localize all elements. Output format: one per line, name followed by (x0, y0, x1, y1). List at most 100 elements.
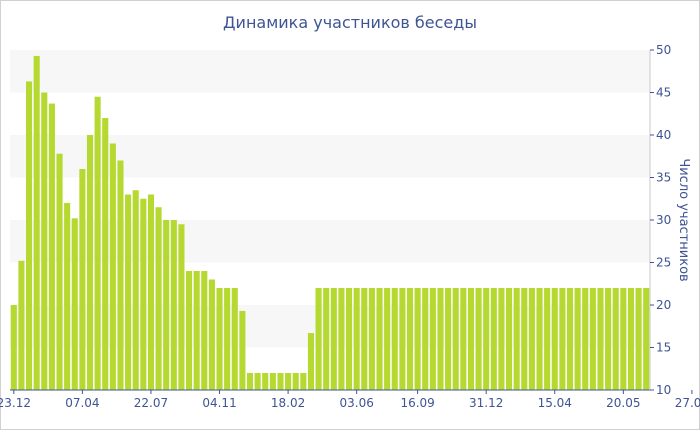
grid-band (10, 220, 650, 263)
grid-band (10, 50, 650, 93)
bar (437, 288, 444, 390)
x-tick-label: 27.05 (675, 396, 700, 410)
bar (597, 288, 604, 390)
bar (94, 96, 101, 390)
x-tick-label: 04.11 (202, 396, 236, 410)
bar (574, 288, 581, 390)
bar (132, 190, 139, 390)
bar (422, 288, 429, 390)
bar (490, 288, 497, 390)
x-tick-label: 18.02 (271, 396, 305, 410)
x-tick-label: 03.06 (339, 396, 373, 410)
bar (361, 288, 368, 390)
y-tick-label: 20 (656, 298, 671, 312)
bar (277, 373, 284, 390)
bar (521, 288, 528, 390)
bar (269, 373, 276, 390)
bar (186, 271, 193, 390)
x-tick-label: 15.04 (538, 396, 572, 410)
y-tick-label: 50 (656, 43, 671, 57)
bar (163, 220, 170, 390)
bar (292, 373, 299, 390)
bar (285, 373, 292, 390)
bar (353, 288, 360, 390)
bar (64, 203, 71, 390)
bar-series (10, 55, 650, 391)
bar (627, 288, 634, 390)
bar (224, 288, 231, 390)
x-axis-ticks: 23.12 07.04 22.07 04.11 18.02 03.06 16.09 31.12… (0, 390, 700, 410)
bar (582, 288, 589, 390)
bar (346, 288, 353, 390)
bar (102, 118, 109, 390)
bar (254, 373, 261, 390)
bar (79, 169, 86, 390)
bar (109, 143, 116, 390)
bar (86, 135, 94, 390)
bar (315, 288, 322, 390)
bar (71, 218, 78, 390)
bar (33, 55, 40, 390)
bar (566, 288, 574, 390)
x-tick-label: 31.12 (469, 396, 503, 410)
bar (452, 288, 459, 390)
bar (605, 288, 612, 390)
bar (513, 288, 520, 390)
bar (445, 288, 452, 390)
bar (208, 279, 215, 390)
bar (56, 153, 63, 390)
bar (201, 271, 208, 390)
y-tick-label: 40 (656, 128, 671, 142)
bar (551, 288, 558, 390)
y-tick-label: 15 (656, 341, 671, 355)
bar (216, 288, 223, 390)
bar (10, 305, 17, 390)
bar (368, 288, 375, 390)
bar (125, 194, 132, 390)
bar (612, 288, 619, 390)
bar (170, 220, 177, 390)
bar (140, 198, 147, 390)
bar (391, 288, 398, 390)
bar (307, 333, 314, 390)
bar (506, 288, 513, 390)
y-tick-label: 30 (656, 213, 671, 227)
bar (528, 288, 535, 390)
bar (26, 81, 33, 390)
grid-band (10, 135, 650, 178)
y-axis-label: Число участников (676, 158, 691, 281)
bar (414, 288, 421, 390)
bar (559, 288, 566, 390)
bar (406, 288, 414, 390)
x-tick-label: 20.05 (606, 396, 640, 410)
bar (117, 160, 124, 390)
bar (48, 103, 55, 391)
bar (635, 288, 642, 390)
x-tick-label: 23.12 (0, 396, 31, 410)
bar (18, 260, 25, 390)
bar (262, 373, 269, 390)
x-tick-label: 16.09 (400, 396, 434, 410)
bar (384, 288, 391, 390)
bar (155, 207, 162, 390)
bar (376, 288, 383, 390)
y-tick-label: 25 (656, 256, 671, 270)
grid-band (10, 305, 650, 348)
bar (41, 92, 48, 390)
bar (483, 288, 490, 390)
y-axis-ticks: 10 15 20 25 30 35 40 45 50 (649, 43, 671, 397)
bar (467, 288, 474, 390)
bar (193, 271, 200, 390)
bar (460, 288, 467, 390)
bar (231, 288, 238, 390)
bar (246, 373, 254, 390)
bar (399, 288, 406, 390)
x-tick-label: 07.04 (65, 396, 99, 410)
y-tick-label: 45 (656, 86, 671, 100)
bar (498, 288, 505, 390)
bar (643, 288, 650, 390)
y-tick-label: 35 (656, 171, 671, 185)
bar (620, 288, 627, 390)
grid-bands (10, 50, 650, 348)
